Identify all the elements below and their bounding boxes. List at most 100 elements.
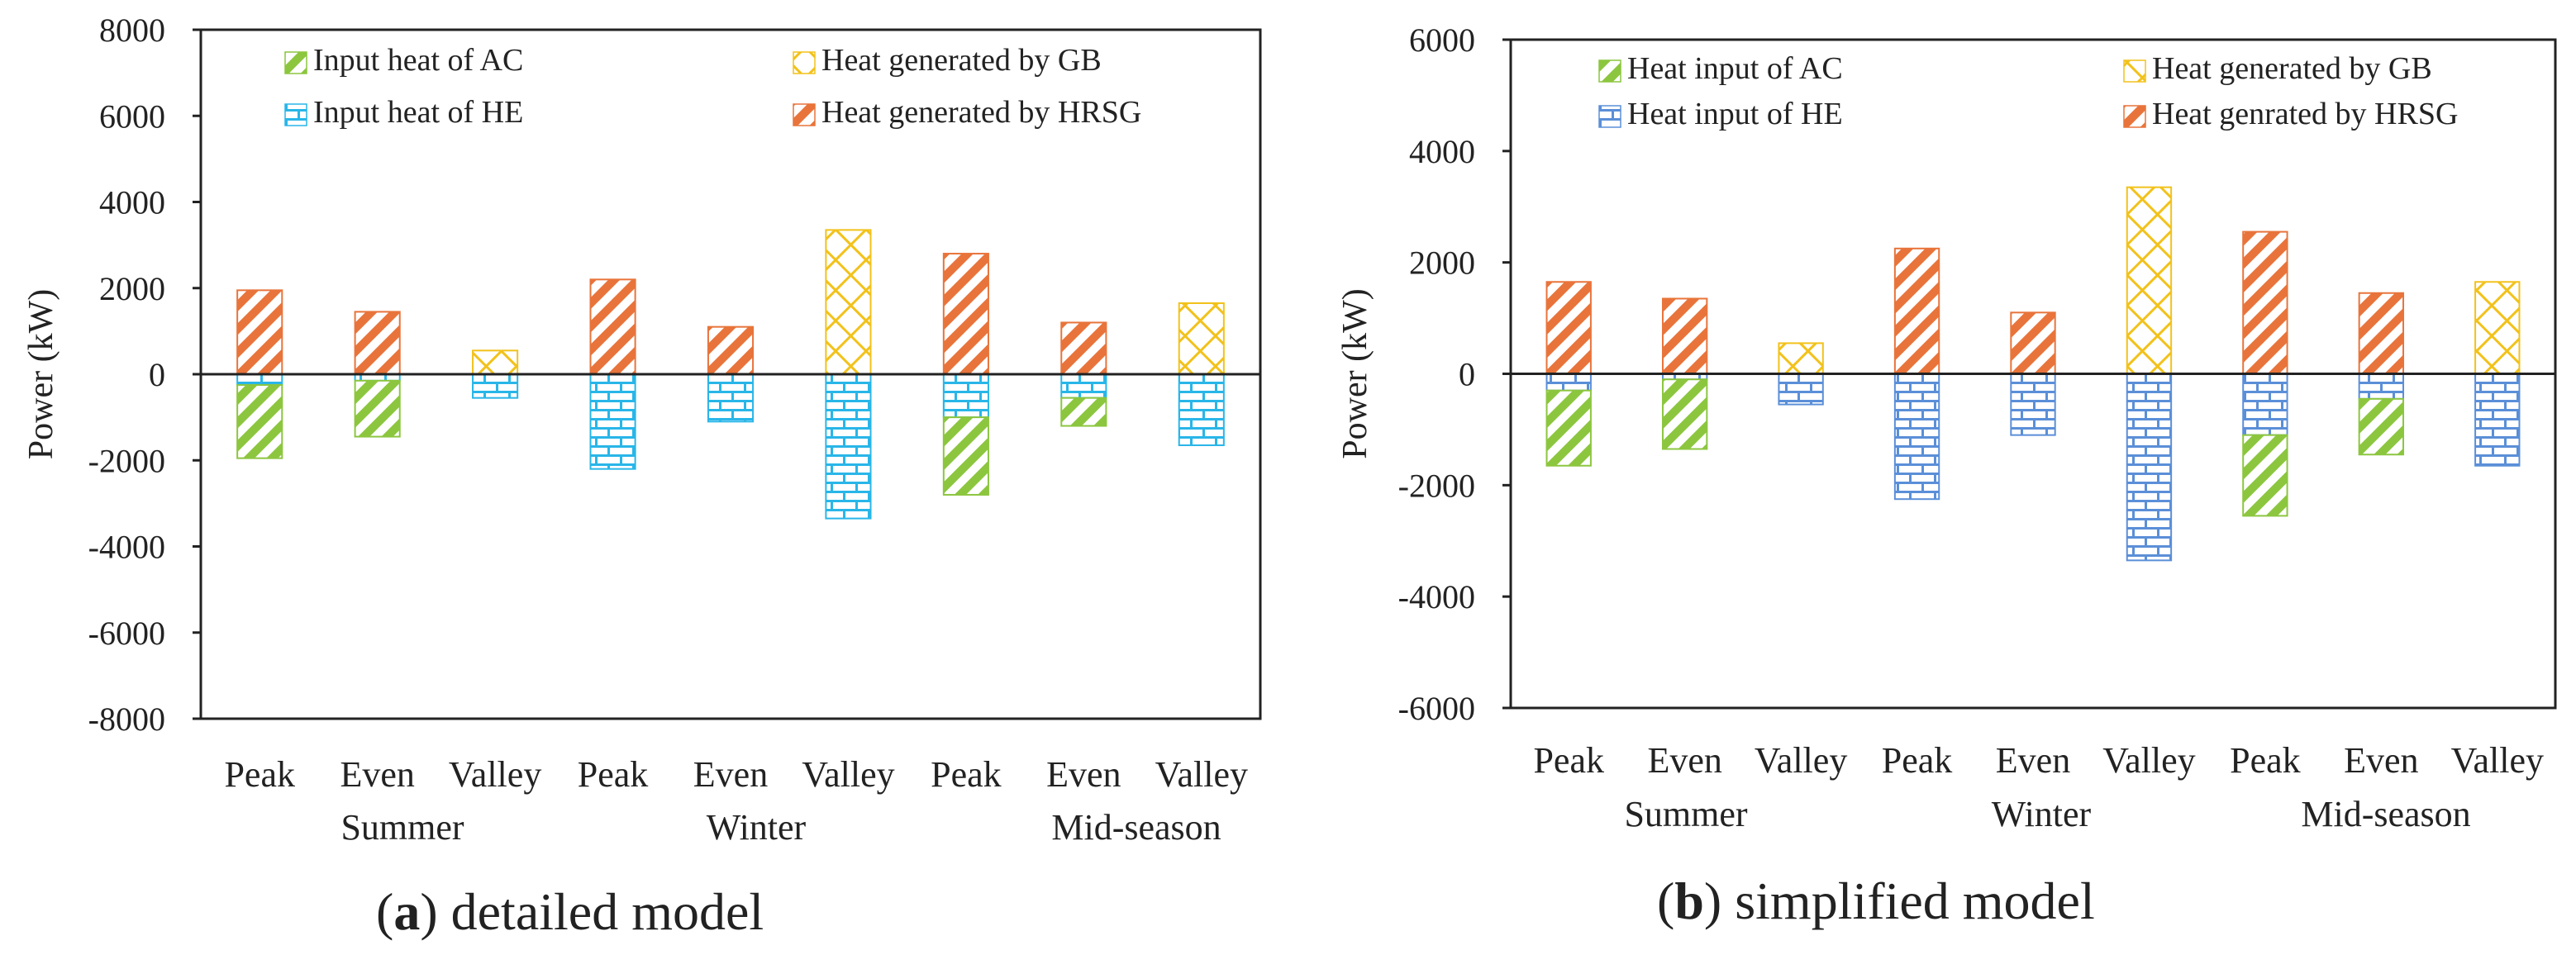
legend-label-ac: Input heat of AC: [313, 43, 523, 78]
bar-he-3: [589, 373, 636, 470]
bar-gb-2: [472, 349, 519, 375]
bar-he-2: [1778, 373, 1824, 406]
y-axis-label: Power (kW): [22, 289, 60, 459]
y-tick-label: -2000: [1398, 467, 1475, 504]
bar-hrsg-1: [1661, 297, 1708, 375]
bar-gb-8: [1178, 302, 1225, 375]
bar-he-3: [1893, 373, 1940, 501]
bar-he-7: [2358, 373, 2405, 400]
bar-he-2: [472, 373, 519, 399]
x-category-label: Peak: [1882, 740, 1953, 781]
caption-paren-close: ): [1704, 872, 1735, 930]
bar-ac-6: [2242, 434, 2288, 517]
bar-he-5: [2126, 373, 2173, 562]
bar-hrsg-7: [1060, 321, 1107, 376]
bar-he-5: [825, 373, 872, 520]
x-category-label: Even: [693, 754, 768, 795]
x-group-label: Mid-season: [1051, 807, 1221, 848]
bar-he-4: [707, 373, 755, 423]
x-category-label: Peak: [224, 754, 295, 795]
legend-swatch-gb: [2123, 59, 2146, 83]
caption-paren-open: (: [376, 882, 393, 941]
x-category-label: Even: [1046, 754, 1121, 795]
x-category-label: Even: [2344, 740, 2418, 781]
panel-detailed-model: 8000 6000 4000 2000 0 -2000 -4000 -6000 -8000 Pow…: [22, 12, 1262, 941]
bar-hrsg-4: [707, 325, 755, 376]
bar-he-0: [1545, 373, 1592, 392]
panel-caption: (a) detailed model: [376, 882, 764, 941]
bar-hrsg-1: [354, 311, 401, 376]
legend-label-he: Input heat of HE: [313, 95, 523, 130]
legend-swatch-ac: [284, 51, 307, 74]
bar-hrsg-0: [236, 289, 283, 376]
legend-label-gb: Heat generated by GB: [2152, 51, 2432, 86]
x-category-label: Peak: [931, 754, 1002, 795]
x-category-label: Valley: [1155, 754, 1248, 795]
bar-he-8: [2474, 373, 2521, 467]
bar-ac-1: [354, 379, 401, 438]
legend-label-gb: Heat generated by GB: [821, 43, 1102, 78]
bar-ac-0: [1545, 389, 1592, 467]
legend-label-ac: Heat input of AC: [1627, 51, 1843, 86]
x-group-label: Summer: [1624, 794, 1747, 834]
y-tick-label: 8000: [99, 12, 165, 49]
caption-paren-open: (: [1657, 872, 1674, 930]
legend-swatch-ac: [1598, 59, 1621, 83]
legend-label-hrsg: Heat genrated by HRSG: [2152, 97, 2458, 131]
panel-caption: (b) simplified model: [1657, 872, 2095, 930]
y-tick-label: 6000: [99, 97, 165, 135]
panel-simplified-model: 6000 4000 2000 0 -2000 -4000 -6000 Power (kW) Pe…: [1336, 21, 2557, 930]
y-tick-label: 2000: [99, 270, 165, 307]
x-category-label: Peak: [578, 754, 649, 795]
bar-gb-5: [2126, 186, 2173, 375]
y-tick-label: -8000: [88, 701, 165, 738]
bar-gb-8: [2474, 281, 2521, 375]
x-category-label: Peak: [1533, 740, 1604, 781]
legend-swatch-he: [284, 103, 307, 126]
x-category-label: Valley: [2451, 740, 2544, 781]
bar-hrsg-3: [1893, 247, 1940, 375]
bar-ac-7: [2358, 397, 2405, 456]
caption-letter: b: [1674, 872, 1704, 930]
x-category-label: Peak: [2230, 740, 2301, 781]
x-category-label: Valley: [802, 754, 894, 795]
legend-label-hrsg: Heat generated by HRSG: [821, 95, 1141, 130]
y-tick-label: 4000: [1409, 133, 1475, 170]
bar-he-6: [942, 373, 989, 419]
bar-ac-7: [1060, 397, 1107, 427]
y-tick-label: -6000: [88, 615, 165, 652]
x-group-label: Winter: [707, 807, 807, 848]
y-tick-label: -6000: [1398, 690, 1475, 727]
x-group-label: Winter: [1992, 794, 2092, 834]
caption-text: simplified model: [1735, 872, 2095, 930]
bar-hrsg-4: [2010, 311, 2056, 375]
x-category-label: Valley: [1755, 740, 1847, 781]
y-tick-label: 6000: [1409, 21, 1475, 59]
bar-gb-5: [825, 229, 872, 375]
legend-swatch-gb: [793, 51, 816, 74]
bar-he-8: [1178, 373, 1225, 447]
legend-label-he: Heat input of HE: [1627, 97, 1843, 131]
y-tick-label: 4000: [99, 184, 165, 221]
bar-he-7: [1060, 373, 1107, 399]
x-category-label: Even: [1647, 740, 1721, 781]
x-category-label: Even: [1996, 740, 2070, 781]
bar-gb-2: [1778, 342, 1824, 375]
bar-hrsg-7: [2358, 292, 2405, 375]
x-group-label: Summer: [340, 807, 464, 848]
y-tick-label: 0: [1459, 356, 1475, 393]
y-axis-label: Power (kW): [1336, 288, 1374, 458]
bar-hrsg-3: [589, 278, 636, 376]
x-category-label: Valley: [2102, 740, 2195, 781]
y-tick-label: -4000: [88, 529, 165, 566]
y-tick-label: 2000: [1409, 245, 1475, 282]
x-category-label: Even: [340, 754, 414, 795]
bar-hrsg-0: [1545, 281, 1592, 375]
caption-text: detailed model: [451, 882, 764, 941]
caption-paren-close: ): [420, 882, 450, 941]
legend-swatch-he: [1598, 105, 1621, 128]
y-tick-label: 0: [149, 356, 165, 393]
x-group-label: Mid-season: [2301, 794, 2470, 834]
bar-hrsg-6: [942, 253, 989, 375]
